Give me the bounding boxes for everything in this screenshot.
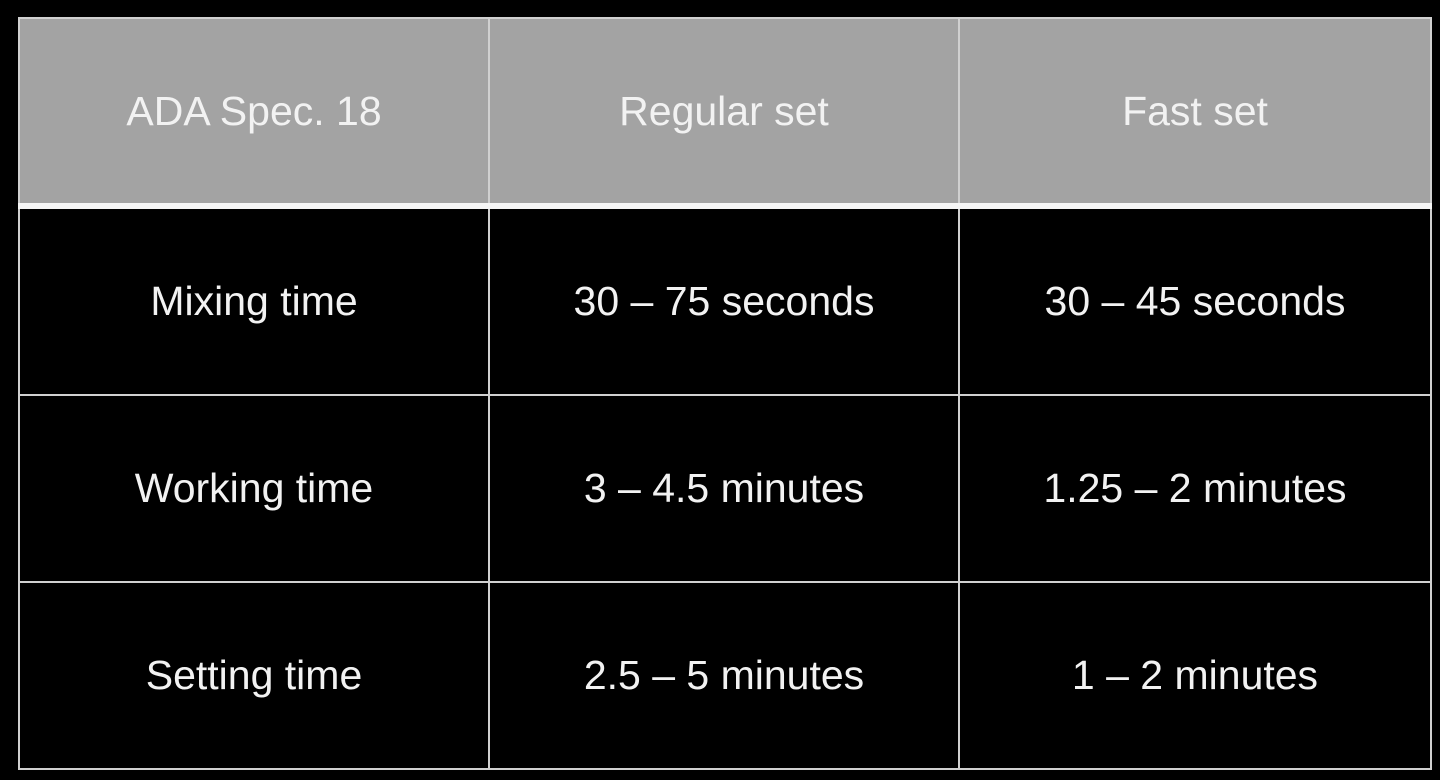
header-cell-spec: ADA Spec. 18 <box>18 17 490 209</box>
table-row: Mixing time 30 – 75 seconds 30 – 45 seco… <box>18 205 1432 396</box>
regular-set-value: 30 – 75 seconds <box>488 205 960 396</box>
fast-set-value: 1.25 – 2 minutes <box>958 394 1432 583</box>
fast-set-value: 1 – 2 minutes <box>958 581 1432 770</box>
header-cell-regular-set: Regular set <box>488 17 960 209</box>
specification-table: ADA Spec. 18 Regular set Fast set Mixing… <box>18 17 1432 770</box>
row-label: Setting time <box>18 581 490 770</box>
row-label: Working time <box>18 394 490 583</box>
regular-set-value: 2.5 – 5 minutes <box>488 581 960 770</box>
regular-set-value: 3 – 4.5 minutes <box>488 394 960 583</box>
table-row: Setting time 2.5 – 5 minutes 1 – 2 minut… <box>18 581 1432 770</box>
row-label: Mixing time <box>18 205 490 396</box>
header-cell-fast-set: Fast set <box>958 17 1432 209</box>
table-row: Working time 3 – 4.5 minutes 1.25 – 2 mi… <box>18 394 1432 583</box>
header-row: ADA Spec. 18 Regular set Fast set <box>18 17 1432 209</box>
fast-set-value: 30 – 45 seconds <box>958 205 1432 396</box>
